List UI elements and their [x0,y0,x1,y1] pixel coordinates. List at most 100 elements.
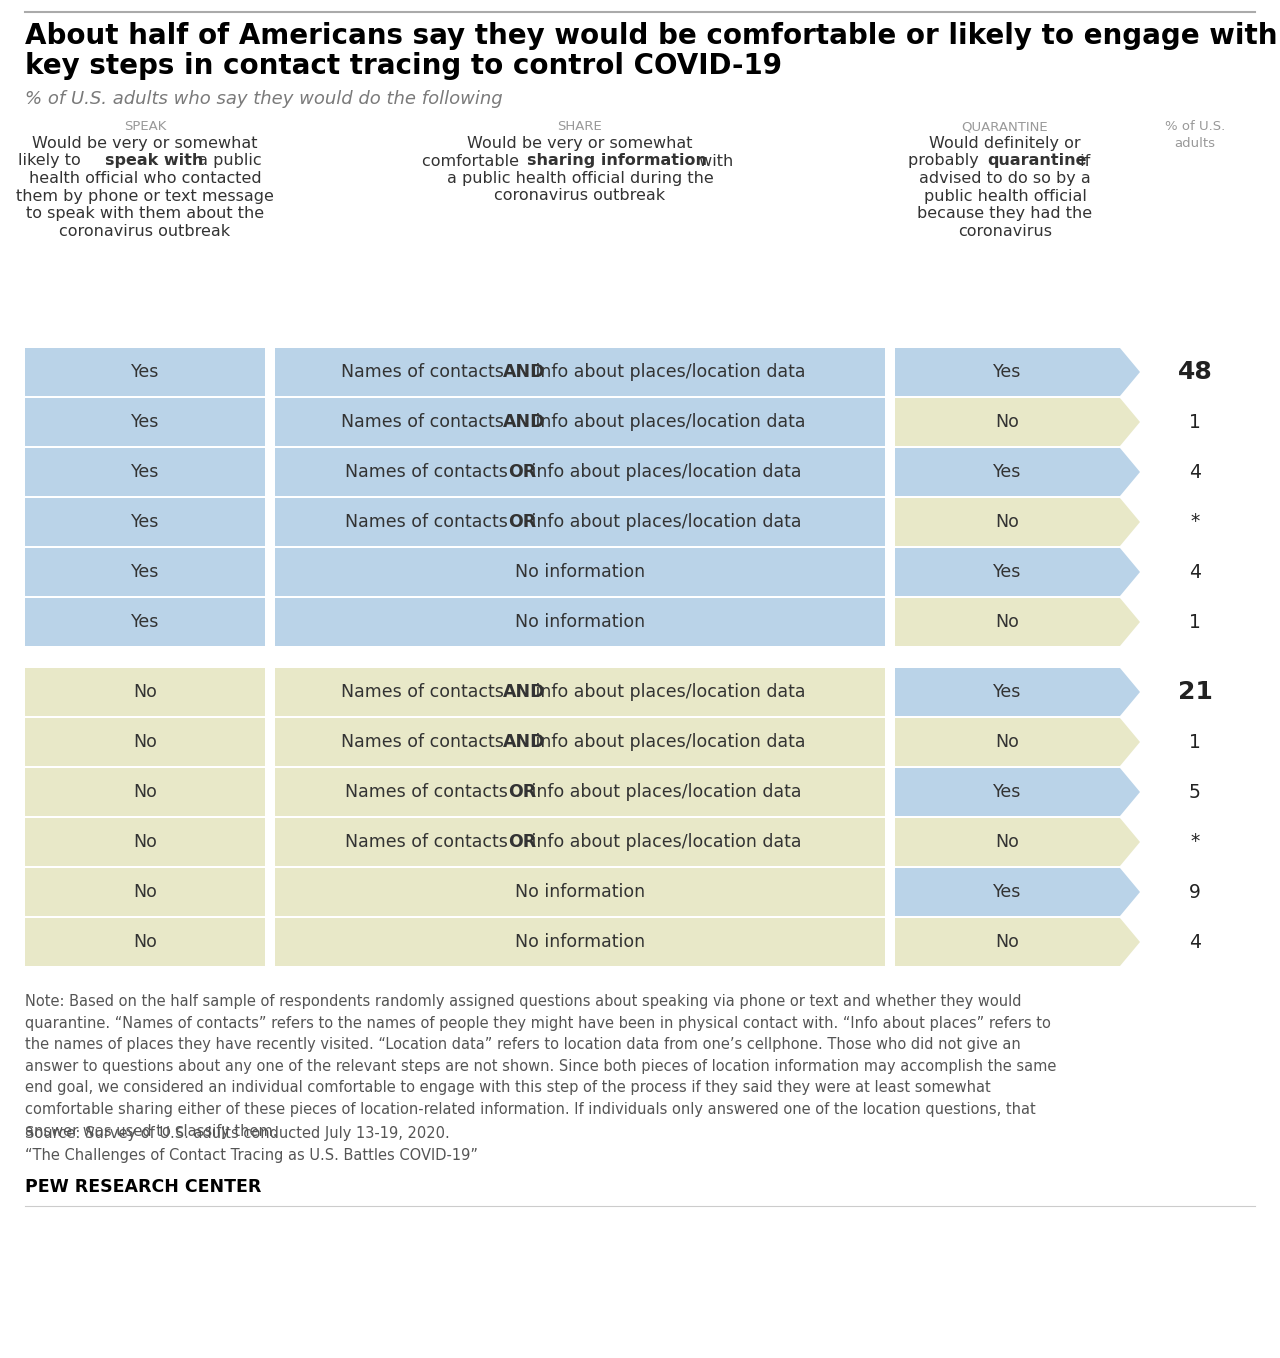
Text: No information: No information [515,612,645,631]
Text: if: if [1075,153,1091,168]
Text: Names of contacts: Names of contacts [346,832,513,851]
Bar [26,818,265,866]
Text: sharing information: sharing information [527,153,708,168]
Text: 48: 48 [1178,360,1212,384]
Text: AND: AND [503,733,545,751]
Text: AND: AND [503,683,545,701]
Text: Yes: Yes [131,513,159,531]
Text: probably: probably [909,153,984,168]
Bar [26,448,265,496]
Text: comfortable: comfortable [422,153,524,168]
Text: No: No [996,733,1019,751]
Text: *: * [1190,832,1199,851]
Text: Names of contacts: Names of contacts [346,784,513,801]
Text: Yes: Yes [993,784,1021,801]
Text: Source: Survey of U.S. adults conducted July 13-19, 2020.
“The Challenges of Con: Source: Survey of U.S. adults conducted … [26,1126,477,1162]
Bar [275,918,884,966]
Text: Names of contacts: Names of contacts [340,683,509,701]
Polygon shape [1120,398,1140,445]
Bar [26,549,265,596]
Bar [275,398,884,445]
Text: Note: Based on the half sample of respondents randomly assigned questions about : Note: Based on the half sample of respon… [26,994,1056,1138]
Text: Names of contacts: Names of contacts [346,513,513,531]
Bar [26,868,265,917]
Text: No: No [133,933,157,951]
Text: them by phone or text message: them by phone or text message [17,189,274,204]
Text: info about places/location data: info about places/location data [530,733,806,751]
Text: AND: AND [503,413,545,430]
Text: 1: 1 [1189,413,1201,432]
Bar [895,448,1120,496]
Text: No: No [996,413,1019,430]
Text: a public: a public [193,153,262,168]
Bar [895,598,1120,646]
Text: OR: OR [508,832,536,851]
Polygon shape [1120,549,1140,596]
Text: Yes: Yes [993,883,1021,900]
Text: No: No [996,933,1019,951]
Text: SHARE: SHARE [558,120,603,133]
Text: Yes: Yes [993,683,1021,701]
Bar [275,598,884,646]
Text: 9: 9 [1189,883,1201,902]
Text: About half of Americans say they would be comfortable or likely to engage with t: About half of Americans say they would b… [26,22,1280,50]
Text: 1: 1 [1189,732,1201,751]
Text: info about places/location data: info about places/location data [530,683,806,701]
Bar [26,498,265,546]
Text: 1: 1 [1189,612,1201,631]
Text: No: No [133,832,157,851]
Bar [275,718,884,766]
Bar [895,818,1120,866]
Text: Names of contacts: Names of contacts [340,733,509,751]
Bar [26,668,265,716]
Bar [275,498,884,546]
Text: because they had the: because they had the [918,206,1093,221]
Bar [895,918,1120,966]
Text: health official who contacted: health official who contacted [28,171,261,186]
Text: coronavirus: coronavirus [957,224,1052,239]
Bar [895,549,1120,596]
Bar [275,818,884,866]
Text: Would definitely or: Would definitely or [929,136,1080,151]
Text: speak with: speak with [105,153,204,168]
Text: public health official: public health official [924,189,1087,204]
Text: No: No [996,513,1019,531]
Text: No information: No information [515,933,645,951]
Text: Yes: Yes [131,413,159,430]
Text: OR: OR [508,784,536,801]
Text: *: * [1190,512,1199,531]
Text: Would be very or somewhat: Would be very or somewhat [32,136,257,151]
Text: info about places/location data: info about places/location data [530,413,806,430]
Bar [275,448,884,496]
Text: Names of contacts: Names of contacts [346,463,513,481]
Text: % of U.S. adults who say they would do the following: % of U.S. adults who say they would do t… [26,90,503,109]
Bar [26,348,265,397]
Bar [895,348,1120,397]
Bar [275,549,884,596]
Text: OR: OR [508,463,536,481]
Polygon shape [1120,448,1140,496]
Text: No: No [996,612,1019,631]
Text: to speak with them about the: to speak with them about the [26,206,264,221]
Text: Yes: Yes [131,564,159,581]
Text: coronavirus outbreak: coronavirus outbreak [59,224,230,239]
Polygon shape [1120,598,1140,646]
Text: 4: 4 [1189,933,1201,952]
Bar [895,769,1120,816]
Text: quarantine: quarantine [987,153,1087,168]
Polygon shape [1120,718,1140,766]
Text: SPEAK: SPEAK [124,120,166,133]
Bar [275,348,884,397]
Text: Yes: Yes [993,363,1021,382]
Text: Yes: Yes [131,363,159,382]
Text: 21: 21 [1178,680,1212,703]
Text: key steps in contact tracing to control COVID-19: key steps in contact tracing to control … [26,52,782,80]
Text: OR: OR [508,513,536,531]
Text: Yes: Yes [131,463,159,481]
Polygon shape [1120,868,1140,917]
Text: 5: 5 [1189,782,1201,801]
Text: % of U.S.
adults: % of U.S. adults [1165,120,1225,149]
Polygon shape [1120,668,1140,716]
Bar [895,668,1120,716]
Polygon shape [1120,498,1140,546]
